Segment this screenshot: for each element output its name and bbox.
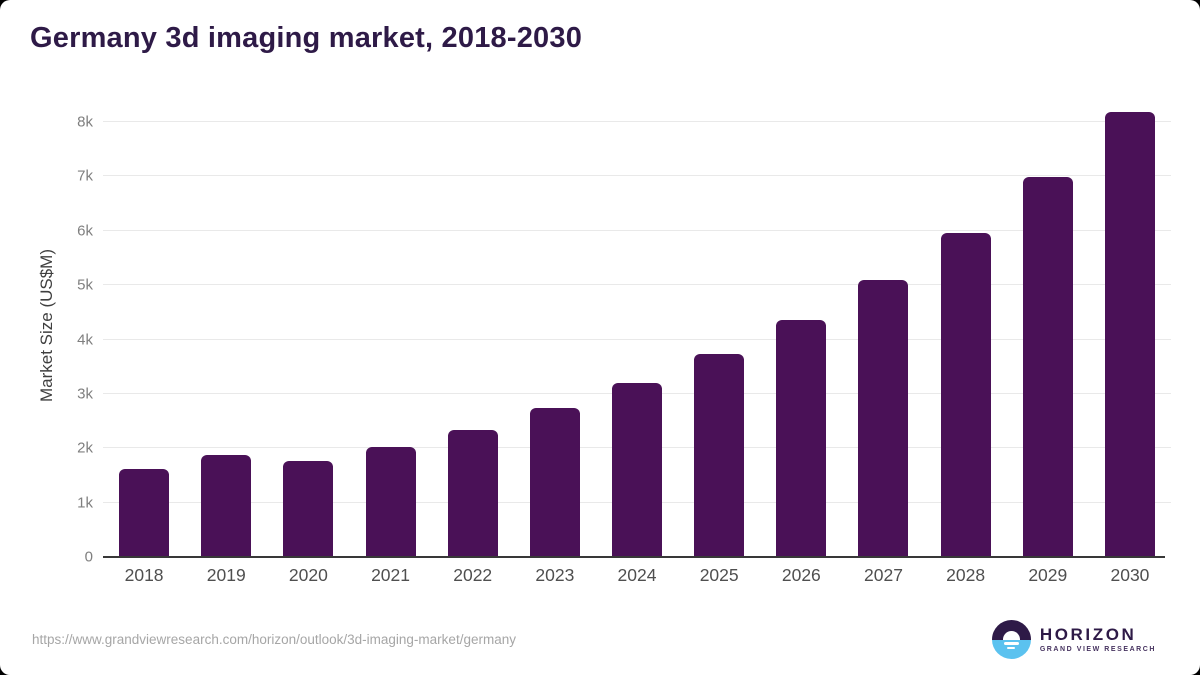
horizon-logo: HORIZON GRAND VIEW RESEARCH [991, 620, 1156, 659]
gridline-4k [103, 338, 1171, 340]
bar-2029[interactable] [1022, 177, 1073, 557]
bar-slot-2030 [1089, 27, 1171, 557]
x-axis-label-2024: 2024 [617, 565, 657, 585]
x-label-slot-2024: 2024 [596, 563, 678, 588]
x-label-slot-2022: 2022 [432, 563, 514, 588]
logo-subtitle: GRAND VIEW RESEARCH [1039, 645, 1156, 653]
y-tick-label-1k: 1k [77, 494, 93, 512]
bar-2021[interactable] [365, 447, 416, 557]
x-axis-label-2030: 2030 [1110, 565, 1150, 585]
logo-text: HORIZON GRAND VIEW RESEARCH [1039, 625, 1156, 653]
x-label-slot-2027: 2027 [842, 563, 924, 588]
y-axis-title: Market Size (US$M) [30, 95, 64, 557]
bar-slot-2028 [925, 27, 1007, 557]
plot-area: 0 1k 2k 3k 4k 5k 6k 7k 8k [77, 95, 1171, 565]
x-axis-label-2021: 2021 [371, 565, 411, 585]
y-axis-title-text: Market Size (US$M) [37, 249, 56, 403]
x-axis-label-2025: 2025 [699, 565, 739, 585]
y-tick-label-0: 0 [84, 548, 93, 566]
logo-reflection-line-2 [1007, 646, 1016, 650]
x-axis-label-2020: 2020 [288, 565, 328, 585]
x-axis-labels: 2018 2019 2020 2021 2022 2023 2024 2025 2026 2027… [103, 563, 1171, 588]
bar-2023[interactable] [529, 408, 580, 557]
bar-slot-2022 [432, 27, 514, 557]
x-label-slot-2020: 2020 [267, 563, 349, 588]
x-axis-label-2019: 2019 [206, 565, 246, 585]
page-title: Germany 3d imaging market, 2018-2030 [30, 22, 583, 54]
x-label-slot-2018: 2018 [103, 563, 185, 588]
bar-slot-2029 [1007, 27, 1089, 557]
gridline-7k [103, 175, 1171, 177]
bar-slot-2021 [349, 27, 431, 557]
logo-sea-half [991, 639, 1031, 659]
bar-2020[interactable] [283, 461, 334, 557]
logo-name: HORIZON [1039, 625, 1137, 645]
logo-sun-shape [1002, 631, 1020, 640]
x-label-slot-2026: 2026 [760, 563, 842, 588]
x-label-slot-2028: 2028 [925, 563, 1007, 588]
y-tick-label-5k: 5k [77, 276, 93, 294]
bar-2022[interactable] [447, 429, 498, 557]
x-label-slot-2023: 2023 [514, 563, 596, 588]
y-tick-label-3k: 3k [77, 385, 93, 403]
x-axis-label-2023: 2023 [535, 565, 575, 585]
bar-2026[interactable] [776, 319, 827, 557]
bar-2028[interactable] [940, 233, 991, 557]
x-label-slot-2019: 2019 [185, 563, 267, 588]
y-tick-label-7k: 7k [77, 167, 93, 185]
bar-2030[interactable] [1104, 111, 1155, 557]
bar-slot-2024 [596, 27, 678, 557]
logo-sky-half [991, 620, 1031, 640]
bar-slot-2020 [267, 27, 349, 557]
x-label-slot-2029: 2029 [1007, 563, 1089, 588]
logo-reflection-line-1 [1003, 642, 1019, 645]
bar-slot-2018 [103, 27, 185, 557]
x-axis-label-2022: 2022 [453, 565, 493, 585]
bar-slot-2026 [760, 27, 842, 557]
bar-2025[interactable] [694, 354, 745, 557]
horizon-sunrise-icon [991, 620, 1031, 659]
bar-slot-2019 [185, 27, 267, 557]
plot-scale: 0 1k 2k 3k 4k 5k 6k 7k 8k [77, 111, 1171, 565]
gridline-6k [103, 229, 1171, 231]
x-axis-label-2018: 2018 [124, 565, 164, 585]
gridline-8k [103, 121, 1171, 122]
bar-2024[interactable] [612, 383, 663, 557]
bar-slot-2027 [842, 27, 924, 557]
bar-slot-2025 [678, 27, 760, 557]
bar-2018[interactable] [119, 468, 170, 557]
y-tick-label-8k: 8k [77, 113, 93, 131]
source-url: https://www.grandviewresearch.com/horizo… [32, 632, 516, 647]
x-label-slot-2030: 2030 [1089, 563, 1171, 588]
x-axis-label-2027: 2027 [864, 565, 903, 585]
gridline-5k [103, 284, 1171, 286]
bar-slot-2023 [514, 27, 596, 557]
bar-2027[interactable] [858, 280, 909, 557]
x-label-slot-2021: 2021 [349, 563, 431, 588]
y-tick-label-4k: 4k [77, 331, 93, 348]
x-label-slot-2025: 2025 [678, 563, 760, 588]
x-axis-label-2026: 2026 [781, 565, 821, 585]
bar-2019[interactable] [201, 454, 252, 557]
x-axis-label-2029: 2029 [1028, 565, 1068, 585]
y-tick-label-6k: 6k [77, 222, 93, 240]
x-axis-label-2028: 2028 [946, 565, 986, 585]
x-axis-baseline [103, 556, 1165, 558]
y-tick-label-2k: 2k [77, 439, 93, 457]
bars-layer [103, 27, 1171, 557]
